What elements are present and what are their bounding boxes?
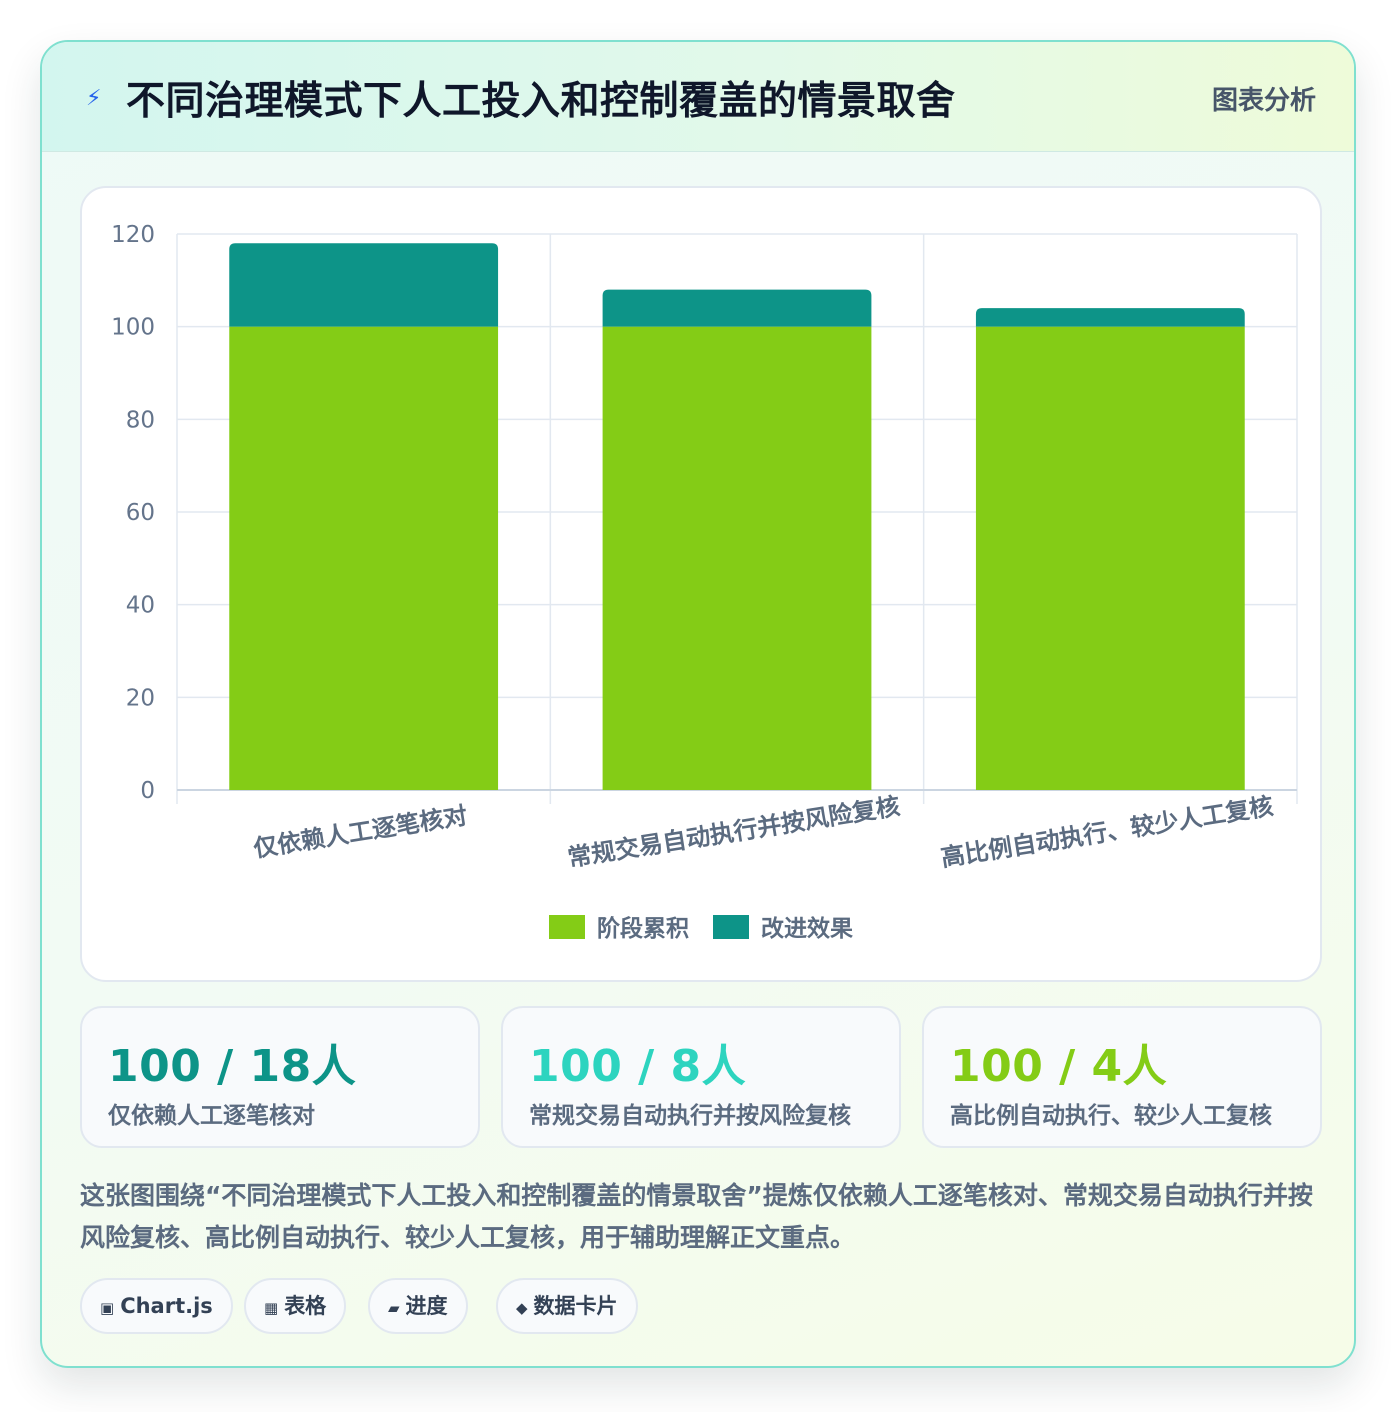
chart-card: ⚡ 不同治理模式下人工投入和控制覆盖的情景取舍 图表分析 0 20 40 60 80 10…: [40, 40, 1356, 1368]
y-tick-label: 80: [126, 407, 155, 433]
bar-improvement-effect: [975, 308, 1245, 327]
y-tick-label: 100: [111, 315, 155, 341]
chart-analysis-badge: 图表分析: [1211, 86, 1316, 116]
stat-value: 100 / 8人: [529, 1041, 747, 1092]
stat-card: 100 / 8人 常规交易自动执行并按风险复核: [501, 1006, 901, 1148]
stat-label: 高比例自动执行、较少人工复核: [950, 1103, 1272, 1129]
tag-label: 表格: [284, 1294, 327, 1318]
y-tick-label: 60: [126, 500, 155, 526]
x-tick-label: 仅依赖人工逐笔核对: [252, 801, 470, 862]
card-header: ⚡ 不同治理模式下人工投入和控制覆盖的情景取舍 图表分析: [42, 42, 1354, 152]
bar-stage-cumulative: [975, 326, 1245, 790]
table-icon: ▦: [264, 1299, 279, 1317]
legend-label: 改进效果: [761, 915, 853, 942]
y-tick-label: 20: [126, 685, 155, 711]
bar-improvement-effect: [602, 289, 872, 327]
bar-stage-cumulative: [602, 326, 872, 790]
tag-table[interactable]: ▦ 表格: [244, 1278, 347, 1334]
tag-label: 进度: [405, 1294, 448, 1318]
stat-label: 常规交易自动执行并按风险复核: [529, 1103, 851, 1129]
diamond-icon: ◆: [516, 1299, 528, 1317]
chart-description: 这张图围绕“不同治理模式下人工投入和控制覆盖的情景取舍”提炼仅依赖人工逐笔核对、…: [80, 1181, 1313, 1252]
y-tick-label: 120: [111, 222, 155, 248]
tag-chartjs[interactable]: ▣ Chart.js: [80, 1278, 233, 1334]
chart-panel: 0 20 40 60 80 100 120 仅依赖人工逐笔核对 常规交易自动执行并按风险复核 高比…: [80, 186, 1322, 982]
stat-cards: 100 / 18人 仅依赖人工逐笔核对 100 / 8人 常规交易自动执行并按风…: [80, 1006, 1322, 1148]
page-title: 不同治理模式下人工投入和控制覆盖的情景取舍: [126, 79, 956, 124]
y-tick-label: 40: [126, 593, 155, 619]
bar-stage-cumulative: [229, 326, 499, 790]
tag-label: 数据卡片: [533, 1294, 618, 1318]
tag-label: Chart.js: [120, 1294, 213, 1318]
legend-label: 阶段累积: [597, 915, 689, 942]
stacked-bar-chart: 0 20 40 60 80 100 120 仅依赖人工逐笔核对 常规交易自动执行并按风险复核 高比…: [111, 222, 1298, 942]
bar-improvement-effect: [229, 243, 499, 327]
tag-progress[interactable]: ▰ 进度: [368, 1278, 468, 1334]
legend-swatch: [713, 915, 749, 939]
stat-value: 100 / 4人: [950, 1041, 1168, 1092]
y-tick-label: 0: [140, 778, 155, 804]
x-tick-label: 高比例自动执行、较少人工复核: [939, 792, 1275, 872]
stat-label: 仅依赖人工逐笔核对: [108, 1103, 315, 1129]
chip-icon: ▣: [100, 1299, 115, 1317]
stat-card: 100 / 4人 高比例自动执行、较少人工复核: [922, 1006, 1322, 1148]
stat-value: 100 / 18人: [108, 1041, 357, 1092]
tag-data-card[interactable]: ◆ 数据卡片: [496, 1278, 638, 1334]
lightning-icon: ⚡: [86, 86, 102, 111]
x-tick-label: 常规交易自动执行并按风险复核: [566, 792, 902, 872]
legend-swatch: [549, 915, 585, 939]
progress-icon: ▰: [388, 1299, 400, 1317]
stat-card: 100 / 18人 仅依赖人工逐笔核对: [80, 1006, 480, 1148]
